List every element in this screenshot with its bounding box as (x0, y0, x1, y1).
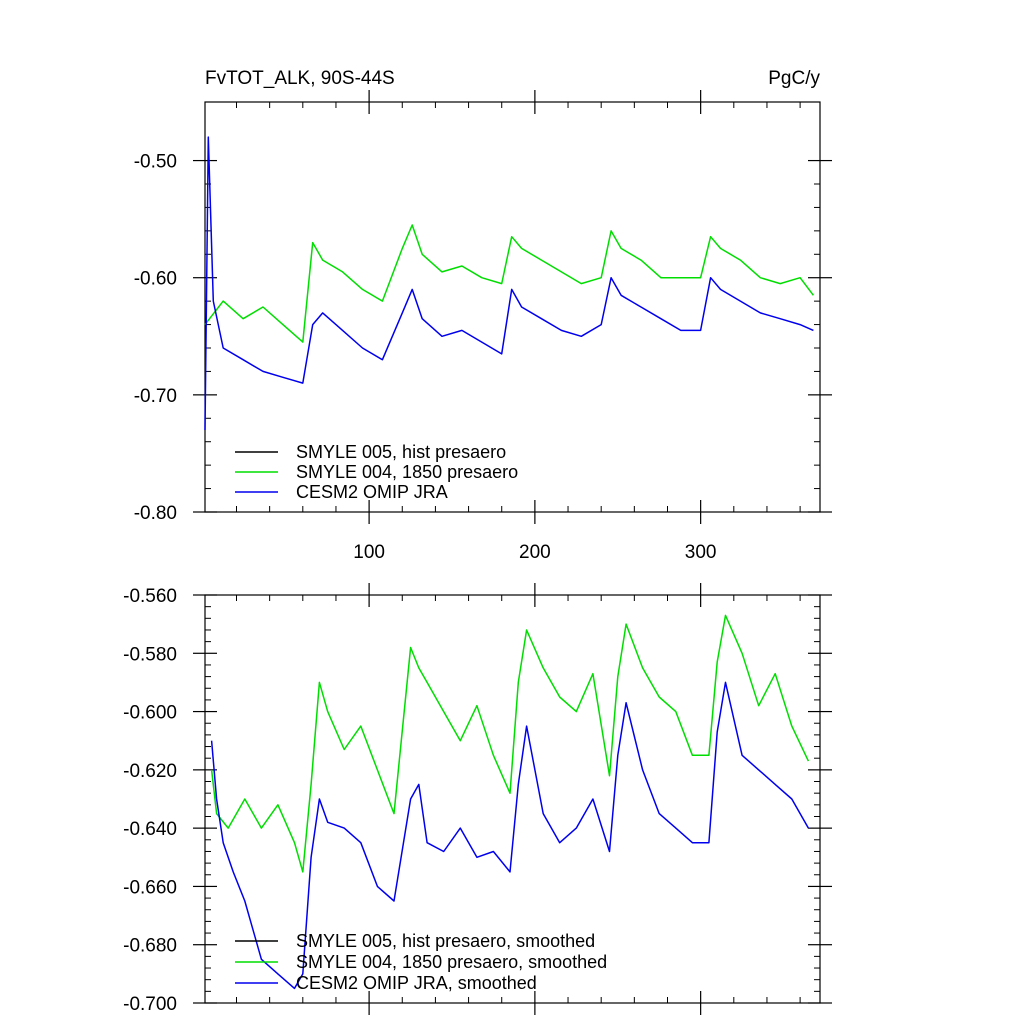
top-series (204, 136, 814, 431)
legend-label: CESM2 OMIP JRA (296, 482, 448, 502)
top-panel: FvTOT_ALK, 90S-44S PgC/y -0.50 -0.60 -0.70… (134, 68, 832, 563)
legend-label: SMYLE 005, hist presaero, smoothed (296, 931, 595, 951)
plot-area-bottom (204, 594, 821, 1004)
plot-area-top (204, 101, 821, 513)
series-line-1 (204, 224, 814, 343)
bottom-series (210, 614, 810, 990)
title-right: PgC/y (768, 68, 820, 89)
y-tick-label: -0.580 (123, 644, 177, 665)
legend-label: SMYLE 004, 1850 presaero (296, 462, 518, 482)
y-tick-label: -0.620 (123, 761, 177, 782)
legend-label: CESM2 OMIP JRA, smoothed (296, 973, 537, 993)
x-tick-label: 300 (685, 542, 717, 563)
y-tick-label: -0.70 (134, 386, 177, 407)
y-tick-label: -0.80 (134, 503, 177, 524)
x-tick-label: 200 (519, 542, 551, 563)
y-tick-label: -0.560 (123, 586, 177, 607)
y-tick-label: -0.680 (123, 936, 177, 957)
y-tick-label: -0.640 (123, 819, 177, 840)
bottom-panel: -0.560 -0.580 -0.600 -0.620 -0.640 -0.660 -0.6… (123, 583, 832, 1015)
title-left: FvTOT_ALK, 90S-44S (205, 68, 395, 89)
series-line-2 (204, 136, 814, 431)
y-tick-label: -0.660 (123, 877, 177, 898)
legend-label: SMYLE 005, hist presaero (296, 442, 506, 462)
series-line-2 (210, 681, 810, 990)
y-tick-label: -0.600 (123, 703, 177, 724)
bottom-axes: -0.560 -0.580 -0.600 -0.620 -0.640 -0.660 -0.6… (123, 583, 832, 1015)
bottom-legend: SMYLE 005, hist presaero, smoothedSMYLE … (235, 931, 607, 993)
y-tick-label: -0.700 (123, 994, 177, 1015)
legend-label: SMYLE 004, 1850 presaero, smoothed (296, 952, 607, 972)
series-line-1 (210, 614, 810, 873)
x-tick-label: 100 (353, 542, 385, 563)
y-tick-label: -0.60 (134, 269, 177, 290)
y-tick-label: -0.50 (134, 152, 177, 173)
